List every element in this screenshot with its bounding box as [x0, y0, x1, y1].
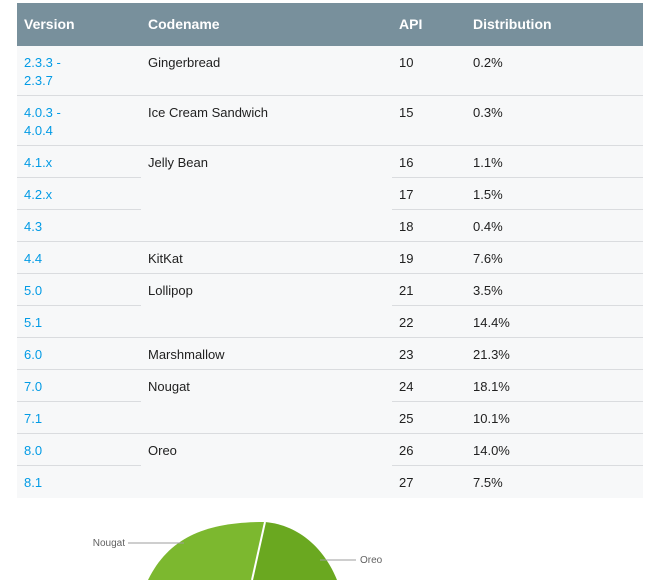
version-link[interactable]: 7.0	[24, 379, 43, 394]
row-divider	[17, 465, 141, 466]
api-level: 23	[399, 347, 414, 362]
row-divider	[17, 209, 141, 210]
api-level: 26	[399, 443, 414, 458]
api-level: 25	[399, 411, 414, 426]
api-level: 27	[399, 475, 414, 490]
api-level: 15	[399, 105, 414, 120]
version-link[interactable]: 4.2.x	[24, 187, 53, 202]
codename-divider	[141, 145, 392, 146]
row-divider	[392, 433, 643, 434]
version-link[interactable]: 4.0.3 - 4.0.4	[24, 105, 61, 138]
row-divider	[17, 401, 141, 402]
api-level: 21	[399, 283, 414, 298]
distribution-value: 1.5%	[473, 187, 503, 202]
row-divider	[392, 273, 643, 274]
distribution-value: 14.0%	[473, 443, 510, 458]
version-link[interactable]: 4.1.x	[24, 155, 53, 170]
row-divider	[392, 95, 643, 96]
pie-slice-divider	[251, 521, 266, 580]
api-level: 17	[399, 187, 414, 202]
row-divider	[392, 369, 643, 370]
codename: Gingerbread	[148, 55, 221, 70]
codename-divider	[141, 95, 392, 96]
row-divider	[392, 401, 643, 402]
version-link[interactable]: 2.3.3 - 2.3.7	[24, 55, 61, 88]
row-divider	[17, 177, 141, 178]
pie-label-nougat: Nougat	[93, 538, 125, 549]
distribution-pie-chart: Nougat Oreo	[93, 521, 383, 580]
distribution-value: 14.4%	[473, 315, 510, 330]
distribution-value: 3.5%	[473, 283, 503, 298]
codename: KitKat	[148, 251, 183, 266]
row-divider	[392, 337, 643, 338]
row-divider	[392, 241, 643, 242]
version-link[interactable]: 4.4	[24, 251, 43, 266]
distribution-value: 0.2%	[473, 55, 503, 70]
version-link[interactable]: 4.3	[24, 219, 43, 234]
version-link[interactable]: 7.1	[24, 411, 43, 426]
codename-divider	[141, 369, 392, 370]
version-link[interactable]: 8.0	[24, 443, 43, 458]
distribution-value: 21.3%	[473, 347, 510, 362]
distribution-value: 1.1%	[473, 155, 503, 170]
codename-divider	[141, 433, 392, 434]
distribution-value: 7.5%	[473, 475, 503, 490]
api-level: 18	[399, 219, 414, 234]
row-divider	[17, 433, 141, 434]
codename-divider	[141, 241, 392, 242]
codename: Ice Cream Sandwich	[148, 105, 268, 120]
row-divider	[17, 95, 141, 96]
version-link[interactable]: 6.0	[24, 347, 43, 362]
row-divider	[392, 145, 643, 146]
distribution-value: 10.1%	[473, 411, 510, 426]
version-link[interactable]: 5.0	[24, 283, 43, 298]
distribution-value: 0.4%	[473, 219, 503, 234]
version-link[interactable]: 8.1	[24, 475, 43, 490]
codename: Lollipop	[148, 283, 193, 298]
row-divider	[17, 145, 141, 146]
row-divider	[392, 305, 643, 306]
api-level: 16	[399, 155, 414, 170]
row-divider	[392, 209, 643, 210]
distribution-table: Version Codename API Distribution 2.3.3 …	[17, 3, 643, 498]
version-link[interactable]: 5.1	[24, 315, 43, 330]
table-header: Version Codename API Distribution	[17, 3, 643, 46]
codename-divider	[141, 273, 392, 274]
api-level: 24	[399, 379, 414, 394]
row-divider	[392, 177, 643, 178]
header-version: Version	[24, 16, 75, 32]
codename: Nougat	[148, 379, 190, 394]
distribution-value: 7.6%	[473, 251, 503, 266]
row-divider	[17, 273, 141, 274]
codename: Oreo	[148, 443, 177, 458]
distribution-value: 18.1%	[473, 379, 510, 394]
row-divider	[17, 241, 141, 242]
table-body: 2.3.3 - 2.3.7 10 0.2% 4.0.3 - 4.0.4 15 0.3% 4.…	[17, 46, 643, 498]
pie-slice-oreo	[252, 522, 337, 580]
distribution-value: 0.3%	[473, 105, 503, 120]
row-divider	[392, 465, 643, 466]
header-api: API	[399, 16, 423, 32]
api-level: 22	[399, 315, 414, 330]
row-divider	[17, 337, 141, 338]
pie-slice-nougat	[148, 522, 265, 580]
header-distribution: Distribution	[473, 16, 552, 32]
api-level: 19	[399, 251, 414, 266]
header-codename: Codename	[148, 16, 220, 32]
pie-label-oreo: Oreo	[360, 555, 383, 566]
codename-divider	[141, 337, 392, 338]
codename: Marshmallow	[148, 347, 225, 362]
api-level: 10	[399, 55, 414, 70]
codename: Jelly Bean	[148, 155, 208, 170]
row-divider	[17, 369, 141, 370]
row-divider	[17, 305, 141, 306]
